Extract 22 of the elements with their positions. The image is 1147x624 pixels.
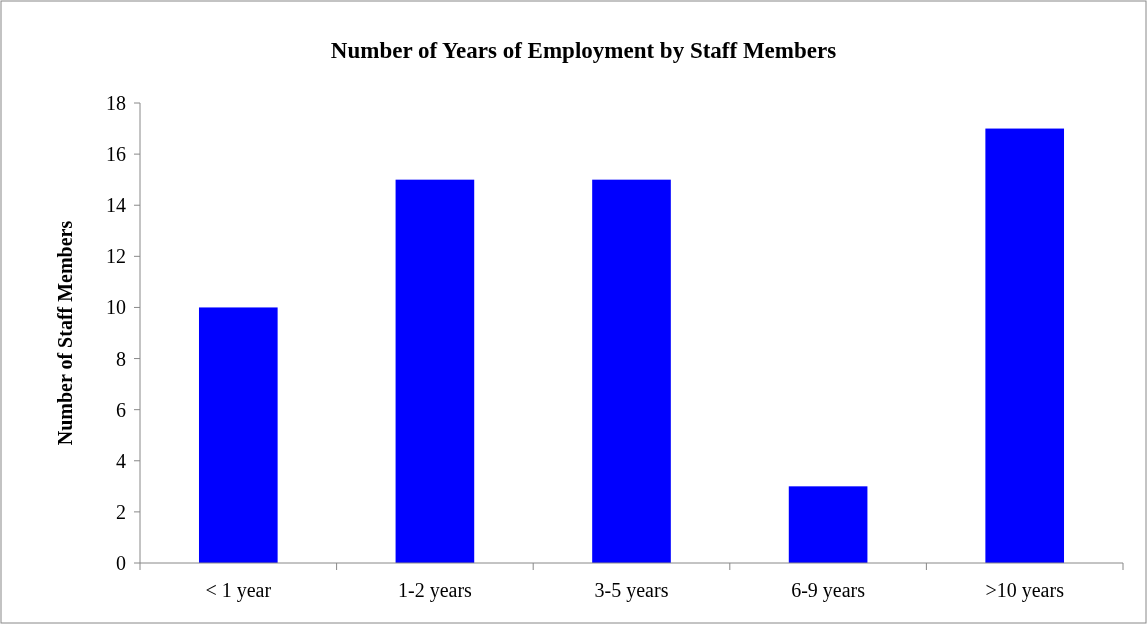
x-tick-label: 3-5 years: [594, 579, 669, 602]
y-tick-label: 2: [116, 500, 126, 523]
y-tick-label: 0: [116, 552, 126, 574]
y-tick-label: 12: [106, 245, 126, 268]
y-tick-label: 8: [116, 347, 126, 370]
y-axis-title: Number of Staff Members: [54, 220, 76, 446]
y-tick-label: 6: [116, 398, 126, 421]
chart-title: Number of Years of Employment by Staff Members: [330, 38, 837, 63]
bar: [198, 307, 278, 563]
y-tick-label: 18: [106, 92, 126, 114]
y-tick-label: 14: [106, 194, 126, 217]
y-tick-label: 16: [106, 143, 126, 166]
y-tick-label: 4: [116, 449, 126, 472]
bar: [788, 486, 868, 563]
x-tick-label: >10 years: [985, 579, 1065, 602]
x-tick-label: 1-2 years: [397, 579, 473, 602]
bar: [592, 179, 671, 563]
bar: [985, 128, 1065, 563]
y-tick-label: 10: [106, 296, 126, 319]
x-tick-label: 6-9 years: [791, 579, 866, 602]
bar: [395, 179, 475, 563]
x-tick-label: < 1 year: [205, 579, 272, 602]
